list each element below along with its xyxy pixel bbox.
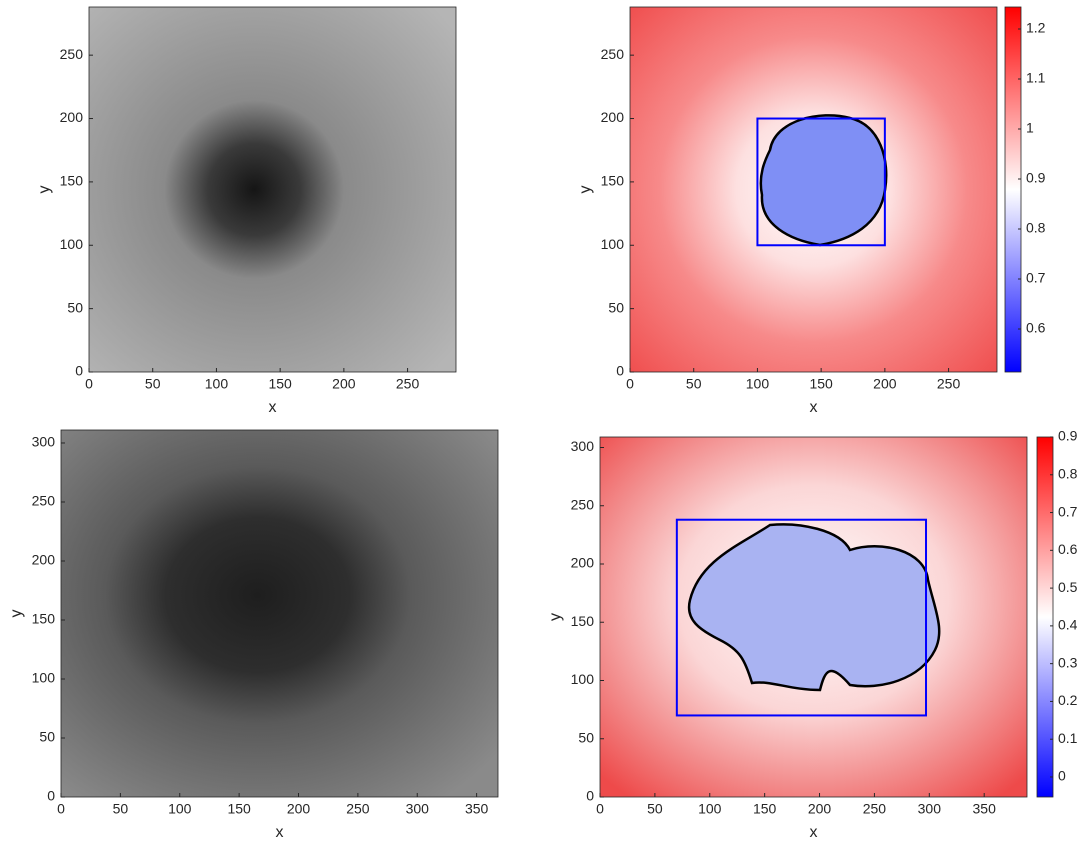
x-tick-label: 0 (85, 376, 93, 392)
y-tick-label: 50 (67, 299, 83, 315)
colorbar-tick-label: 0.6 (1026, 320, 1046, 336)
y-tick-label: 100 (601, 236, 625, 252)
contour (761, 115, 886, 245)
y-tick-label: 200 (32, 552, 56, 568)
y-tick-label: 0 (616, 363, 624, 379)
colorbar-tick-label: 0.9 (1058, 428, 1078, 444)
y-tick-label: 100 (571, 671, 595, 687)
x-tick-label: 350 (465, 801, 489, 817)
y-axis-label: y (36, 186, 53, 194)
y-tick-label: 300 (32, 434, 56, 450)
x-tick-label: 300 (406, 801, 430, 817)
colorbar-tick-label: 0.2 (1058, 692, 1078, 708)
x-tick-label: 200 (332, 376, 356, 392)
y-tick-label: 200 (60, 109, 84, 125)
image (61, 430, 498, 797)
y-tick-label: 300 (571, 438, 595, 454)
colorbar-tick-label: 0.8 (1026, 220, 1046, 236)
x-tick-label: 200 (873, 376, 897, 392)
colorbar-tick-label: 1.1 (1026, 70, 1046, 86)
x-tick-label: 250 (863, 801, 887, 817)
y-axis-label: y (577, 186, 594, 194)
x-tick-label: 250 (937, 376, 961, 392)
colorbar-tick-label: 0.7 (1026, 270, 1046, 286)
x-tick-label: 50 (647, 801, 663, 817)
colorbar (1005, 7, 1021, 372)
colorbar-tick-label: 0.9 (1026, 170, 1046, 186)
y-tick-label: 250 (60, 46, 84, 62)
x-tick-label: 150 (268, 376, 292, 392)
colorbar-tick-label: 0.5 (1058, 579, 1078, 595)
x-axis-label: x (810, 399, 818, 416)
x-tick-label: 100 (205, 376, 229, 392)
x-tick-label: 50 (113, 801, 129, 817)
x-axis-label: x (276, 824, 284, 841)
y-tick-label: 50 (608, 299, 624, 315)
colorbar (1037, 437, 1053, 797)
y-tick-label: 50 (578, 729, 594, 745)
colorbar-tick-label: 0.4 (1058, 617, 1078, 633)
y-tick-label: 200 (601, 109, 625, 125)
y-tick-label: 250 (601, 46, 625, 62)
y-tick-label: 150 (32, 611, 56, 627)
x-tick-label: 150 (809, 376, 833, 392)
x-tick-label: 100 (698, 801, 722, 817)
colorbar-tick-label: 1.2 (1026, 20, 1046, 36)
x-tick-label: 0 (596, 801, 604, 817)
y-tick-label: 0 (586, 788, 594, 804)
y-tick-label: 150 (571, 613, 595, 629)
colorbar-tick-label: 0.7 (1058, 503, 1078, 519)
y-tick-label: 250 (32, 493, 56, 509)
y-tick-label: 100 (32, 670, 56, 686)
y-tick-label: 250 (571, 496, 595, 512)
x-tick-label: 100 (168, 801, 192, 817)
image (89, 7, 456, 372)
x-tick-label: 300 (918, 801, 942, 817)
x-tick-label: 0 (57, 801, 65, 817)
x-axis-label: x (810, 824, 818, 841)
x-tick-label: 350 (973, 801, 997, 817)
y-axis-label: y (547, 613, 564, 621)
y-tick-label: 0 (75, 363, 83, 379)
y-tick-label: 0 (47, 788, 55, 804)
y-axis-label: y (8, 610, 25, 618)
y-tick-label: 100 (60, 236, 84, 252)
colorbar-tick-label: 0.1 (1058, 730, 1078, 746)
figure: 050100150200250050100150200250xy05010015… (0, 0, 1086, 842)
colorbar-tick-label: 0.8 (1058, 465, 1078, 481)
x-tick-label: 250 (396, 376, 420, 392)
x-tick-label: 250 (346, 801, 370, 817)
colorbar-tick-label: 0 (1058, 768, 1066, 784)
y-tick-label: 200 (571, 555, 595, 571)
x-tick-label: 200 (808, 801, 832, 817)
x-tick-label: 50 (145, 376, 161, 392)
y-tick-label: 150 (60, 173, 84, 189)
x-tick-label: 150 (753, 801, 777, 817)
colorbar-tick-label: 0.3 (1058, 654, 1078, 670)
x-axis-label: x (269, 399, 277, 416)
colorbar-tick-label: 0.6 (1058, 541, 1078, 557)
y-tick-label: 50 (39, 729, 55, 745)
x-tick-label: 200 (287, 801, 311, 817)
x-tick-label: 150 (227, 801, 251, 817)
x-tick-label: 100 (746, 376, 770, 392)
page: 050100150200250050100150200250xy05010015… (0, 0, 1086, 842)
x-tick-label: 0 (626, 376, 634, 392)
colorbar-tick-label: 1 (1026, 120, 1034, 136)
y-tick-label: 150 (601, 173, 625, 189)
x-tick-label: 50 (686, 376, 702, 392)
